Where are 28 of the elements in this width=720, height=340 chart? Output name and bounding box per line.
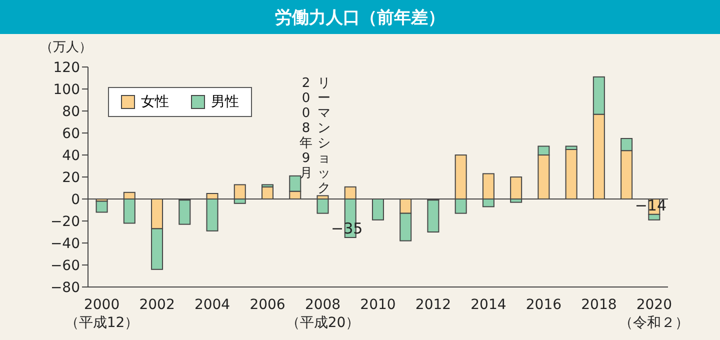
y-tick-label: 20 bbox=[62, 170, 80, 186]
y-tick-label: 80 bbox=[62, 104, 80, 120]
chart-title: 労働力人口（前年差） bbox=[0, 0, 720, 34]
x-tick-label: 2010 bbox=[360, 297, 396, 313]
y-tick-label: −60 bbox=[50, 258, 80, 274]
annotation: リーマンショック bbox=[316, 76, 332, 196]
x-tick-label: 2018 bbox=[581, 297, 617, 313]
legend-label: 男性 bbox=[211, 93, 239, 111]
x-tick-label: 2002 bbox=[139, 297, 175, 313]
y-axis-title: （万人） bbox=[40, 39, 92, 56]
x-tick-label: 2004 bbox=[194, 297, 230, 313]
y-tick-label: 60 bbox=[62, 126, 80, 142]
y-tick-label: 0 bbox=[71, 192, 80, 208]
x-tick-label: 2012 bbox=[415, 297, 452, 313]
x-tick-label: 2016 bbox=[526, 297, 562, 313]
y-tick-label: −80 bbox=[50, 280, 80, 296]
y-tick-label: 120 bbox=[53, 60, 80, 76]
x-tick-label: 2014 bbox=[470, 297, 506, 313]
x-tick-label: 2000 （平成12） bbox=[64, 297, 139, 331]
legend-label: 女性 bbox=[141, 93, 169, 111]
x-tick-label: 2020 （令和２） bbox=[619, 297, 690, 331]
x-tick-label: 2008 （平成20） bbox=[286, 297, 360, 331]
y-tick-label: −40 bbox=[50, 236, 80, 252]
y-tick-label: −20 bbox=[50, 214, 80, 230]
y-tick-label: 40 bbox=[62, 148, 80, 164]
x-tick-label: 2006 bbox=[250, 297, 286, 313]
annotation: 2008年9月 bbox=[298, 76, 314, 181]
y-tick-label: 100 bbox=[53, 82, 80, 98]
